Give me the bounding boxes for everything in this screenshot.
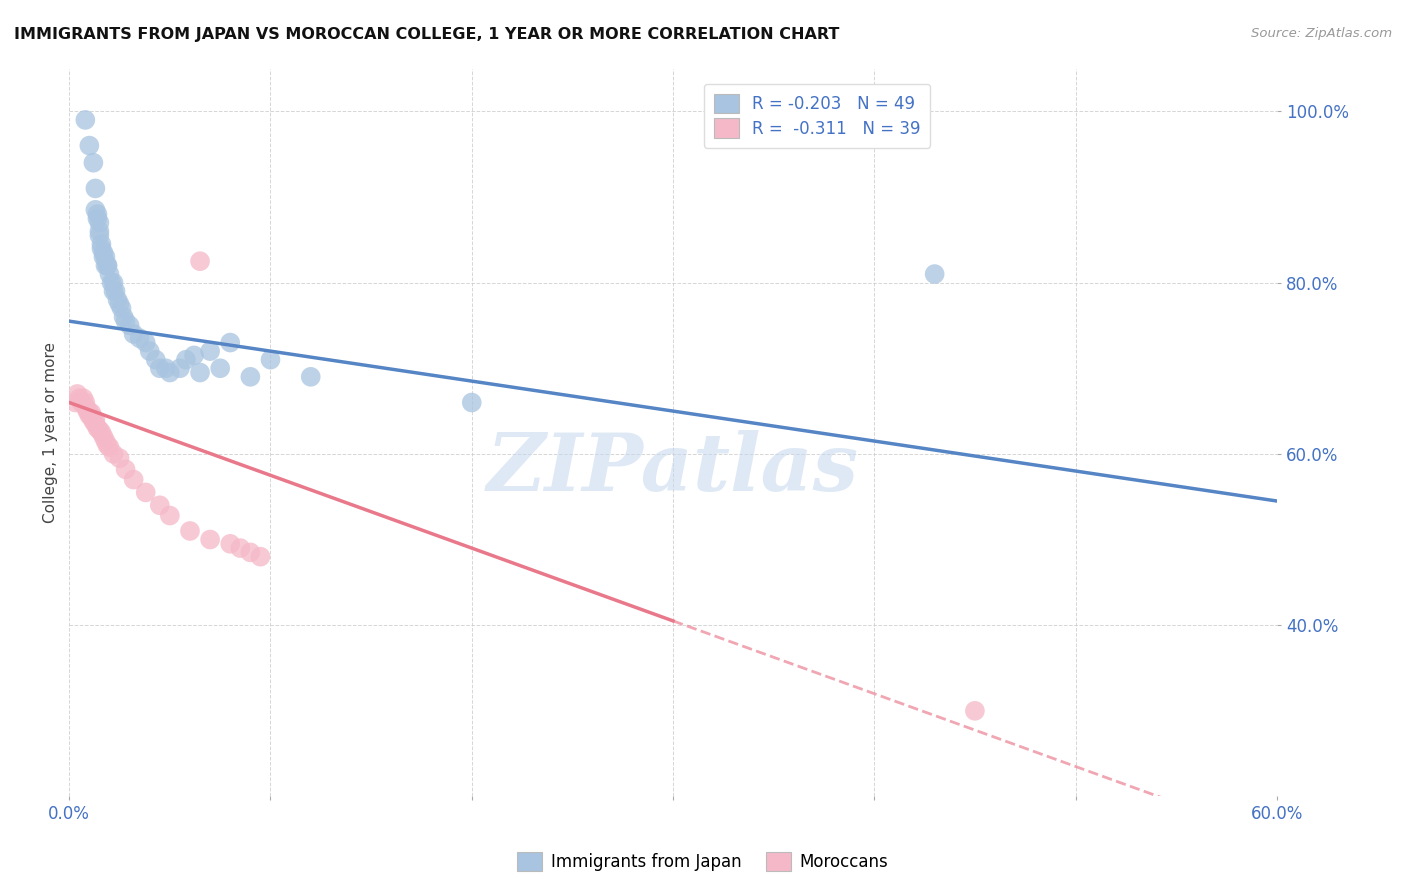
Point [94,250,117,264]
Point [80,410,103,425]
Point [103,276,125,290]
Point [96,438,118,452]
Point [188,366,211,380]
Point [259,352,281,367]
Point [219,335,242,350]
Point [76,402,98,417]
Text: ZIPatlas: ZIPatlas [486,430,859,508]
Point [169,361,191,376]
Point [89,228,111,243]
Point [86,421,108,435]
Point [229,541,252,555]
Point [89,423,111,437]
Point [114,314,136,328]
Point [72,391,94,405]
Point [108,297,131,311]
Point [89,224,111,238]
Point [108,451,131,466]
Point [179,524,201,538]
Y-axis label: College, 1 year or more: College, 1 year or more [44,342,58,523]
Point [299,369,322,384]
Point [94,434,117,448]
Point [103,447,125,461]
Point [75,400,97,414]
Point [110,301,132,316]
Point [963,704,986,718]
Point [103,284,125,298]
Point [198,344,221,359]
Point [84,417,107,431]
Point [98,267,121,281]
Point [155,361,177,376]
Point [209,361,232,376]
Point [249,549,271,564]
Point [128,331,150,345]
Point [90,237,112,252]
Point [135,335,157,350]
Point [118,318,141,333]
Point [70,395,93,409]
Point [149,498,172,512]
Point [149,361,172,376]
Point [96,259,118,273]
Point [122,326,145,341]
Point [122,473,145,487]
Point [75,112,97,127]
Legend: Immigrants from Japan, Moroccans: Immigrants from Japan, Moroccans [509,843,897,880]
Point [79,406,101,420]
Point [239,369,262,384]
Point [65,395,87,409]
Text: Source: ZipAtlas.com: Source: ZipAtlas.com [1251,27,1392,40]
Point [239,545,262,559]
Point [159,508,181,523]
Point [138,344,160,359]
Point [90,425,112,440]
Point [188,254,211,268]
Point [75,395,97,409]
Point [67,391,90,405]
Point [104,284,127,298]
Point [82,155,104,169]
Legend: R = -0.203   N = 49, R =  -0.311   N = 39: R = -0.203 N = 49, R = -0.311 N = 39 [703,84,931,148]
Point [98,440,121,454]
Point [84,412,107,426]
Point [100,276,122,290]
Point [145,352,167,367]
Point [93,245,115,260]
Point [76,404,98,418]
Point [93,430,115,444]
Point [461,395,484,409]
Point [94,259,117,273]
Point [82,411,104,425]
Point [84,202,107,217]
Point [89,216,111,230]
Point [159,366,181,380]
Point [135,485,157,500]
Point [90,241,112,255]
Text: IMMIGRANTS FROM JAPAN VS MOROCCAN COLLEGE, 1 YEAR OR MORE CORRELATION CHART: IMMIGRANTS FROM JAPAN VS MOROCCAN COLLEG… [14,27,839,42]
Point [107,293,129,307]
Point [79,409,101,423]
Point [96,259,118,273]
Point [82,414,104,428]
Point [84,181,107,195]
Point [924,267,946,281]
Point [80,406,103,420]
Point [86,207,108,221]
Point [183,348,205,362]
Point [66,387,89,401]
Point [79,138,101,153]
Point [219,537,242,551]
Point [93,250,115,264]
Point [114,462,136,476]
Point [112,310,135,324]
Point [174,352,197,367]
Point [198,533,221,547]
Point [86,211,108,226]
